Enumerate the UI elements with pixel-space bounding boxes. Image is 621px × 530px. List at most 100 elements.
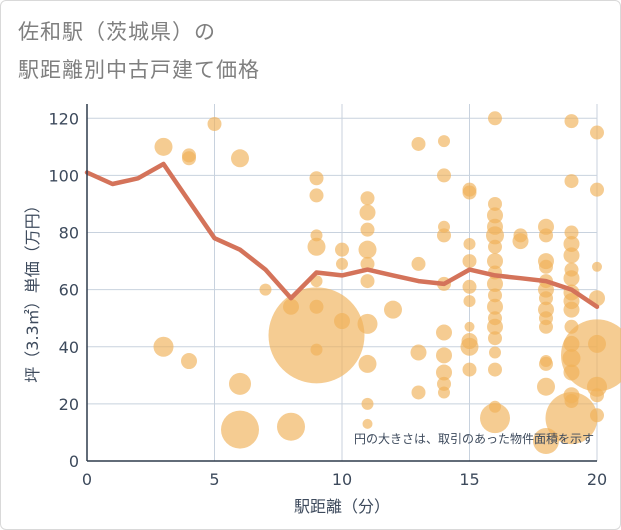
bubble-point: [564, 174, 579, 189]
bubble-point: [463, 295, 476, 308]
bubble-point: [487, 318, 503, 335]
bubble-point: [359, 204, 376, 221]
size-annotation: 円の大きさは、取引のあった物件面積を示す: [354, 431, 594, 446]
bubble-point: [335, 242, 349, 257]
bubble-point: [488, 111, 502, 126]
bubble-point: [309, 188, 324, 203]
bubble-point: [462, 279, 477, 294]
bubble-point: [231, 149, 249, 168]
bubble-point: [462, 362, 477, 377]
y-tick-label: 0: [69, 452, 79, 471]
bubble-point: [436, 324, 452, 341]
bubble-point: [487, 253, 503, 270]
y-tick-label: 40: [59, 338, 79, 357]
bubble-point: [336, 257, 348, 270]
bubble-point: [539, 228, 553, 243]
x-axis-title: 駅距離（分）: [294, 497, 390, 516]
bubble-point: [564, 114, 579, 129]
bubble-point: [487, 207, 503, 224]
bubble-point: [545, 392, 598, 445]
bubble-point: [437, 168, 451, 183]
bubble-point: [229, 372, 251, 395]
y-tick-label: 80: [59, 224, 79, 243]
bubble-point: [488, 362, 502, 377]
x-tick-label: 20: [587, 470, 607, 489]
bubble-point: [182, 151, 196, 166]
bubble-point: [309, 171, 324, 186]
bubble-point: [561, 319, 621, 392]
grid-lines: [87, 104, 598, 461]
bubble-point: [436, 364, 452, 381]
bubble-point: [268, 287, 365, 384]
bubble-point: [480, 403, 510, 434]
bubble-point: [411, 136, 426, 151]
bubble-point: [563, 235, 580, 252]
bubble-point: [310, 343, 323, 356]
bubble-point: [259, 283, 272, 296]
bubble-point: [360, 274, 375, 289]
bubble-point: [334, 313, 350, 330]
bubble-point: [464, 321, 475, 332]
bubble-point: [221, 410, 259, 449]
bubble-point: [463, 237, 476, 250]
bubble-point: [488, 196, 502, 211]
y-axis-title: 坪（3.3㎡）単価（万円）: [23, 197, 42, 382]
x-tick-label: 10: [332, 470, 352, 489]
chart-title-line2: 駅距離別中古戸建て価格: [18, 58, 260, 82]
bubble-point: [357, 313, 378, 334]
bubble-point: [563, 270, 580, 287]
bubble-point: [410, 344, 427, 361]
bubble-point: [539, 319, 553, 334]
bubble-point: [590, 125, 604, 140]
bubble-point: [307, 237, 326, 256]
bubble-point: [438, 386, 450, 399]
bubble-point: [539, 356, 553, 371]
bubble-point: [362, 418, 373, 429]
bubble-point: [154, 137, 173, 156]
y-tick-label: 20: [59, 395, 79, 414]
average-price-line: [84, 161, 600, 310]
y-tick-label: 120: [48, 109, 79, 128]
bubble-point: [488, 331, 502, 346]
y-tick-label: 60: [59, 281, 79, 300]
bubble-point: [411, 256, 426, 271]
bubble-point: [592, 261, 602, 272]
bubble-point: [207, 116, 222, 131]
bubble-point: [360, 256, 375, 271]
bubble-point: [590, 388, 604, 403]
bubble-point: [487, 298, 503, 315]
bubble-point: [489, 346, 501, 359]
bubble-point: [590, 182, 604, 197]
bubble-point: [438, 135, 450, 148]
bubble-point: [384, 300, 402, 319]
bubble-point: [437, 376, 451, 391]
x-tick-label: 15: [459, 470, 479, 489]
bubble-point: [486, 226, 504, 245]
bubble-point: [512, 233, 529, 250]
bubble-point: [360, 222, 375, 237]
bubble-point: [181, 353, 197, 370]
bubble-point: [539, 259, 553, 274]
bubble-point: [564, 225, 579, 240]
axes: 0 20 40 60 80 100 120 0 5 10 15 20: [48, 104, 607, 489]
bubble-point: [358, 354, 377, 373]
bubble-point: [277, 412, 305, 441]
bubble-point: [488, 239, 502, 254]
average-line-layer: [84, 161, 600, 310]
bubble-point: [361, 397, 374, 410]
bubble-point: [563, 247, 580, 264]
bubble-point: [462, 254, 477, 269]
bubble-point: [563, 301, 580, 318]
bubbles: [153, 111, 621, 455]
bubble-point: [358, 240, 377, 259]
bubble-point: [153, 336, 174, 357]
y-tick-label: 100: [48, 166, 79, 185]
chart-title-line1: 佐和駅（茨城県）の: [18, 20, 216, 44]
bubble-point: [437, 228, 451, 243]
bubble-point: [487, 275, 503, 292]
x-tick-label: 0: [82, 470, 92, 489]
bubble-point: [537, 377, 555, 396]
bubble-point: [436, 347, 452, 364]
